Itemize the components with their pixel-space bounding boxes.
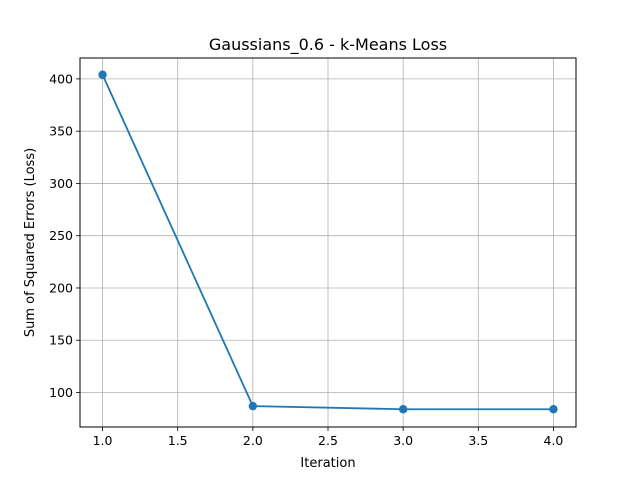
- y-tick-label: 200: [49, 280, 73, 295]
- x-tick-label: 1.5: [168, 433, 188, 448]
- y-axis-label: Sum of Squared Errors (Loss): [23, 148, 38, 337]
- y-tick-label: 300: [49, 176, 73, 191]
- grid: [80, 58, 576, 427]
- x-tick-label: 4.0: [544, 433, 564, 448]
- series-layer: [98, 70, 558, 414]
- data-point: [549, 405, 558, 414]
- y-tick-label: 250: [49, 228, 73, 243]
- y-axis-ticks: 100 150 200 250 300 350 400: [49, 71, 80, 400]
- y-tick-label: 400: [49, 71, 73, 86]
- data-point: [98, 70, 107, 79]
- x-axis-ticks: 1.0 1.5 2.0 2.5 3.0 3.5 4.0: [93, 427, 564, 448]
- x-tick-label: 3.5: [468, 433, 488, 448]
- x-tick-label: 2.0: [243, 433, 263, 448]
- x-tick-label: 2.5: [318, 433, 338, 448]
- y-tick-label: 350: [49, 124, 73, 139]
- x-tick-label: 1.0: [93, 433, 113, 448]
- chart-title: Gaussians_0.6 - k-Means Loss: [209, 35, 447, 55]
- x-axis-label: Iteration: [300, 456, 355, 471]
- y-tick-label: 150: [49, 333, 73, 348]
- data-point: [248, 401, 258, 411]
- data-point: [398, 405, 408, 414]
- x-tick-label: 3.0: [393, 433, 413, 448]
- y-tick-label: 100: [49, 385, 73, 400]
- series-line: [101, 74, 554, 411]
